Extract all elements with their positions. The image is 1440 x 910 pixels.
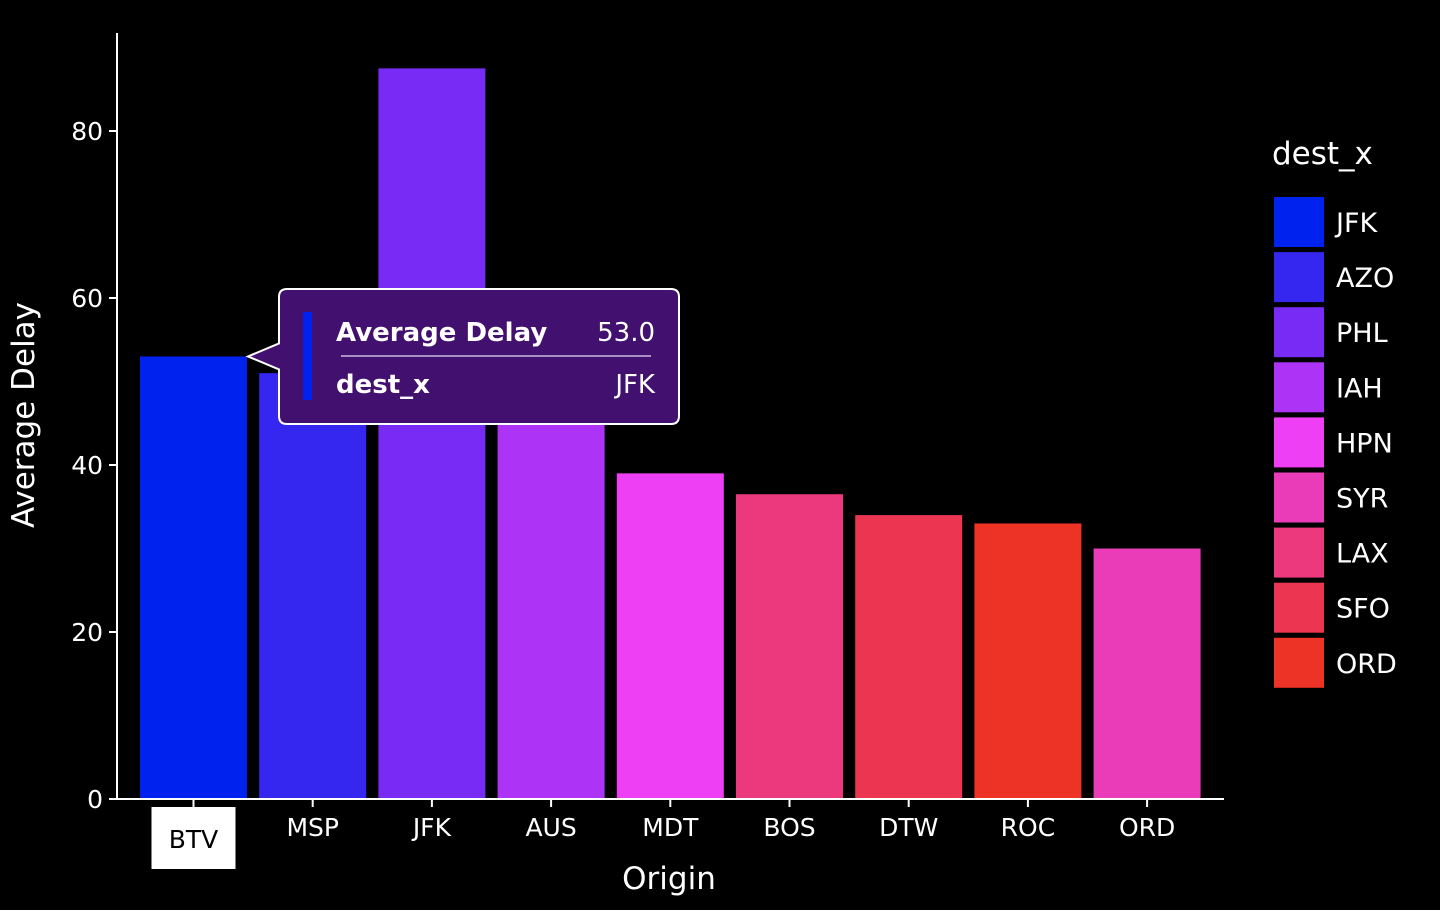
bar-btv[interactable] [140,356,247,799]
x-tick-label-mdt: MDT [642,813,699,842]
y-tick-label: 40 [71,451,103,480]
axes-layer: 0 20 40 60 80 BTV MSP JFK AUS MDT BOS DTW ROC ORD [71,33,1224,869]
tooltip: Average Delay 53.0 dest_x JFK [245,288,680,425]
legend-swatch-phl[interactable] [1274,307,1324,358]
y-tick-label: 80 [71,117,103,146]
y-tick-label: 20 [71,618,103,647]
legend-label-jfk: JFK [1334,208,1378,239]
legend-label-hpn: HPN [1336,428,1393,459]
bar-mdt[interactable] [616,473,724,799]
y-axis-title: Average Delay [6,302,42,528]
legend-label-sfo: SFO [1336,594,1390,625]
legend-label-ord: ORD [1336,649,1397,680]
legend-swatch-jfk[interactable] [1274,197,1324,247]
tooltip-key: dest_x [336,370,430,400]
legend-label-azo: AZO [1336,263,1394,294]
legend-swatch-lax[interactable] [1274,527,1324,578]
x-tick-label-bos: BOS [763,813,815,842]
x-tick-label-roc: ROC [1001,813,1056,842]
x-axis-title: Origin [622,861,716,897]
x-tick-label-msp: MSP [286,813,339,842]
legend-label-iah: IAH [1336,373,1383,404]
x-tick-label-aus: AUS [525,813,576,842]
legend: dest_x JFK AZO PHL IAH HPN SYR LAX SFO ORD [1272,136,1397,688]
legend-swatch-ord[interactable] [1274,637,1324,688]
legend-swatch-iah[interactable] [1274,362,1324,413]
tooltip-color-marker [303,312,312,400]
bar-roc[interactable] [974,523,1082,799]
y-tick-label: 0 [87,785,103,814]
x-tick-label-highlight [151,807,236,869]
x-tick-label-jfk: JFK [411,813,452,842]
bar-dtw[interactable] [855,515,963,799]
x-tick-label-btv: BTV [169,825,219,854]
tooltip-value: JFK [613,370,656,400]
legend-swatch-azo[interactable] [1274,252,1324,303]
bar-ord[interactable] [1093,548,1201,800]
x-tick-label-ord: ORD [1119,813,1175,842]
legend-label-lax: LAX [1336,539,1389,570]
x-tick-label-dtw: DTW [879,813,938,842]
tooltip-value: 53.0 [597,318,655,348]
legend-label-syr: SYR [1336,484,1388,515]
bar-msp[interactable] [259,373,367,799]
bars-layer [140,68,1201,799]
legend-swatch-hpn[interactable] [1274,417,1324,468]
legend-label-phl: PHL [1336,318,1388,349]
bar-aus[interactable] [497,423,605,799]
bar-jfk[interactable] [378,68,486,799]
tooltip-key: Average Delay [336,318,547,348]
legend-title: dest_x [1272,136,1373,172]
legend-swatch-syr[interactable] [1274,472,1324,523]
legend-swatch-sfo[interactable] [1274,582,1324,633]
bar-bos[interactable] [736,494,843,799]
y-tick-label: 60 [71,284,103,313]
